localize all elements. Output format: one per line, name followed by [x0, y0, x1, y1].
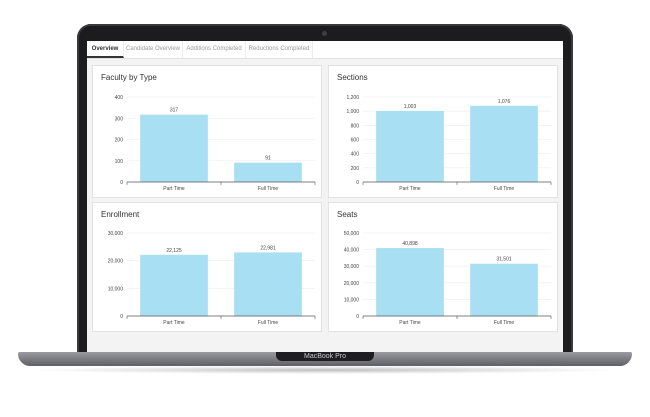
y-tick-label: 200 [351, 166, 360, 172]
laptop-notch [276, 352, 374, 361]
data-label: 22,125 [166, 248, 182, 254]
data-label: 31,501 [496, 257, 512, 263]
y-tick-label: 1,200 [346, 95, 359, 101]
bar-full-time [470, 263, 538, 316]
y-tick-label: 10,000 [108, 286, 124, 292]
tab-overview[interactable]: Overview [87, 41, 124, 58]
chart-title: Seats [337, 210, 358, 219]
data-label: 317 [170, 108, 179, 114]
bar-part-time [376, 110, 444, 182]
y-tick-label: 30,000 [344, 264, 360, 270]
y-tick-label: 1,000 [346, 109, 359, 115]
data-label: 40,898 [402, 241, 418, 247]
camera-icon [322, 31, 327, 36]
chart-title: Enrollment [101, 210, 140, 219]
y-tick-label: 600 [351, 138, 360, 144]
chart-card-sections: Sections 0 200 400 600 800 1,000 1,200 1,003 Par… [328, 65, 558, 198]
chart-title: Faculty by Type [101, 73, 157, 82]
y-tick-label: 800 [351, 123, 360, 129]
tab-bar: Overview Candidate Overview Additions Co… [87, 41, 563, 59]
x-tick-label: Full Time [258, 320, 279, 326]
y-tick-label: 400 [115, 95, 124, 101]
y-tick-label: 0 [356, 314, 359, 320]
y-tick-label: 40,000 [344, 248, 360, 254]
seats-chart: 0 10,000 20,000 30,000 40,000 50,000 40,898 Par… [344, 231, 552, 326]
x-tick-label: Part Time [163, 320, 185, 326]
chart-card-enrollment: Enrollment 0 10,000 20,000 30,000 22,125 Part… [92, 202, 322, 332]
data-label: 91 [265, 156, 271, 162]
data-label: 22,981 [260, 245, 276, 251]
y-tick-label: 20,000 [108, 259, 124, 265]
y-tick-label: 0 [120, 314, 123, 320]
data-label: 1,003 [404, 104, 417, 110]
chart-title: Sections [337, 73, 368, 82]
y-tick-label: 0 [120, 180, 123, 186]
brand-label: MacBook Pro [303, 353, 347, 360]
bar-part-time [376, 248, 444, 316]
y-tick-label: 20,000 [344, 281, 360, 287]
y-tick-label: 100 [115, 159, 124, 165]
bar-full-time [234, 162, 302, 182]
x-tick-label: Full Time [494, 320, 515, 326]
tab-reductions-completed[interactable]: Reductions Completed [246, 41, 313, 58]
y-tick-label: 0 [356, 180, 359, 186]
y-tick-label: 200 [115, 138, 124, 144]
x-tick-label: Part Time [399, 320, 421, 326]
faculty-by-type-chart: 0 100 200 300 400 317 Part Time 91 Full Time [115, 95, 316, 192]
bar-full-time [234, 252, 302, 316]
y-tick-label: 300 [115, 116, 124, 122]
y-tick-label: 50,000 [344, 231, 360, 237]
data-label: 1,076 [498, 99, 511, 105]
chart-card-faculty-by-type: Faculty by Type 0 100 200 300 400 317 Part Tim… [92, 65, 322, 198]
x-tick-label: Part Time [399, 186, 421, 192]
chart-card-seats: Seats 0 10,000 20,000 30,000 40,000 50,000 40,… [328, 202, 558, 332]
y-tick-label: 10,000 [344, 297, 360, 303]
x-tick-label: Full Time [494, 186, 515, 192]
laptop-screen: Overview Candidate Overview Additions Co… [87, 41, 563, 354]
tab-candidate-overview[interactable]: Candidate Overview [124, 41, 183, 58]
x-tick-label: Part Time [163, 186, 185, 192]
bar-full-time [470, 105, 538, 182]
bar-part-time [140, 254, 208, 316]
sections-chart: 0 200 400 600 800 1,000 1,200 1,003 Part Time 1,0… [346, 95, 552, 192]
laptop-shadow [30, 366, 620, 374]
x-tick-label: Full Time [258, 186, 279, 192]
enrollment-chart: 0 10,000 20,000 30,000 22,125 Part Time 22,981… [108, 231, 316, 326]
tab-additions-completed[interactable]: Additions Completed [183, 41, 246, 58]
y-tick-label: 30,000 [108, 231, 124, 237]
bar-part-time [140, 114, 208, 182]
y-tick-label: 400 [351, 152, 360, 158]
